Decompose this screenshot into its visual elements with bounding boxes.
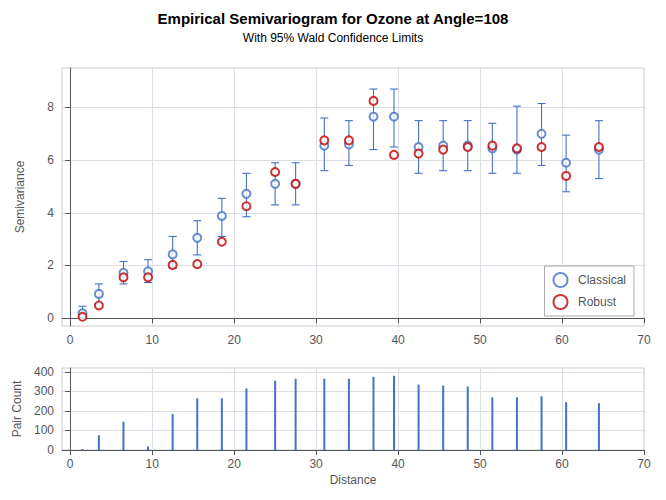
svg-text:200: 200: [34, 404, 54, 418]
svg-text:10: 10: [145, 333, 159, 347]
svg-text:6: 6: [47, 153, 54, 167]
svg-text:300: 300: [34, 384, 54, 398]
svg-text:60: 60: [555, 457, 569, 471]
svg-text:8: 8: [47, 100, 54, 114]
svg-text:Empirical Semivariogram for Oz: Empirical Semivariogram for Ozone at Ang…: [158, 10, 509, 27]
svg-text:50: 50: [473, 333, 487, 347]
svg-text:Classical: Classical: [578, 273, 626, 287]
svg-text:70: 70: [637, 333, 651, 347]
svg-text:0: 0: [67, 333, 74, 347]
svg-text:0: 0: [47, 443, 54, 457]
svg-text:400: 400: [34, 365, 54, 379]
svg-text:30: 30: [309, 333, 323, 347]
svg-text:20: 20: [227, 457, 241, 471]
svg-text:Semivariance: Semivariance: [13, 160, 27, 233]
svg-text:40: 40: [391, 457, 405, 471]
svg-text:50: 50: [473, 457, 487, 471]
svg-text:70: 70: [637, 457, 651, 471]
svg-text:With 95% Wald Confidence Limit: With 95% Wald Confidence Limits: [243, 31, 423, 45]
svg-text:100: 100: [34, 423, 54, 437]
svg-text:Pair Count: Pair Count: [10, 380, 24, 437]
svg-text:2: 2: [47, 258, 54, 272]
svg-text:0: 0: [67, 457, 74, 471]
svg-text:40: 40: [391, 333, 405, 347]
svg-text:20: 20: [227, 333, 241, 347]
svg-text:30: 30: [309, 457, 323, 471]
svg-text:60: 60: [555, 333, 569, 347]
svg-text:Robust: Robust: [578, 295, 617, 309]
svg-text:10: 10: [145, 457, 159, 471]
svg-text:Distance: Distance: [330, 473, 377, 487]
svg-text:4: 4: [47, 206, 54, 220]
svg-text:0: 0: [47, 311, 54, 325]
